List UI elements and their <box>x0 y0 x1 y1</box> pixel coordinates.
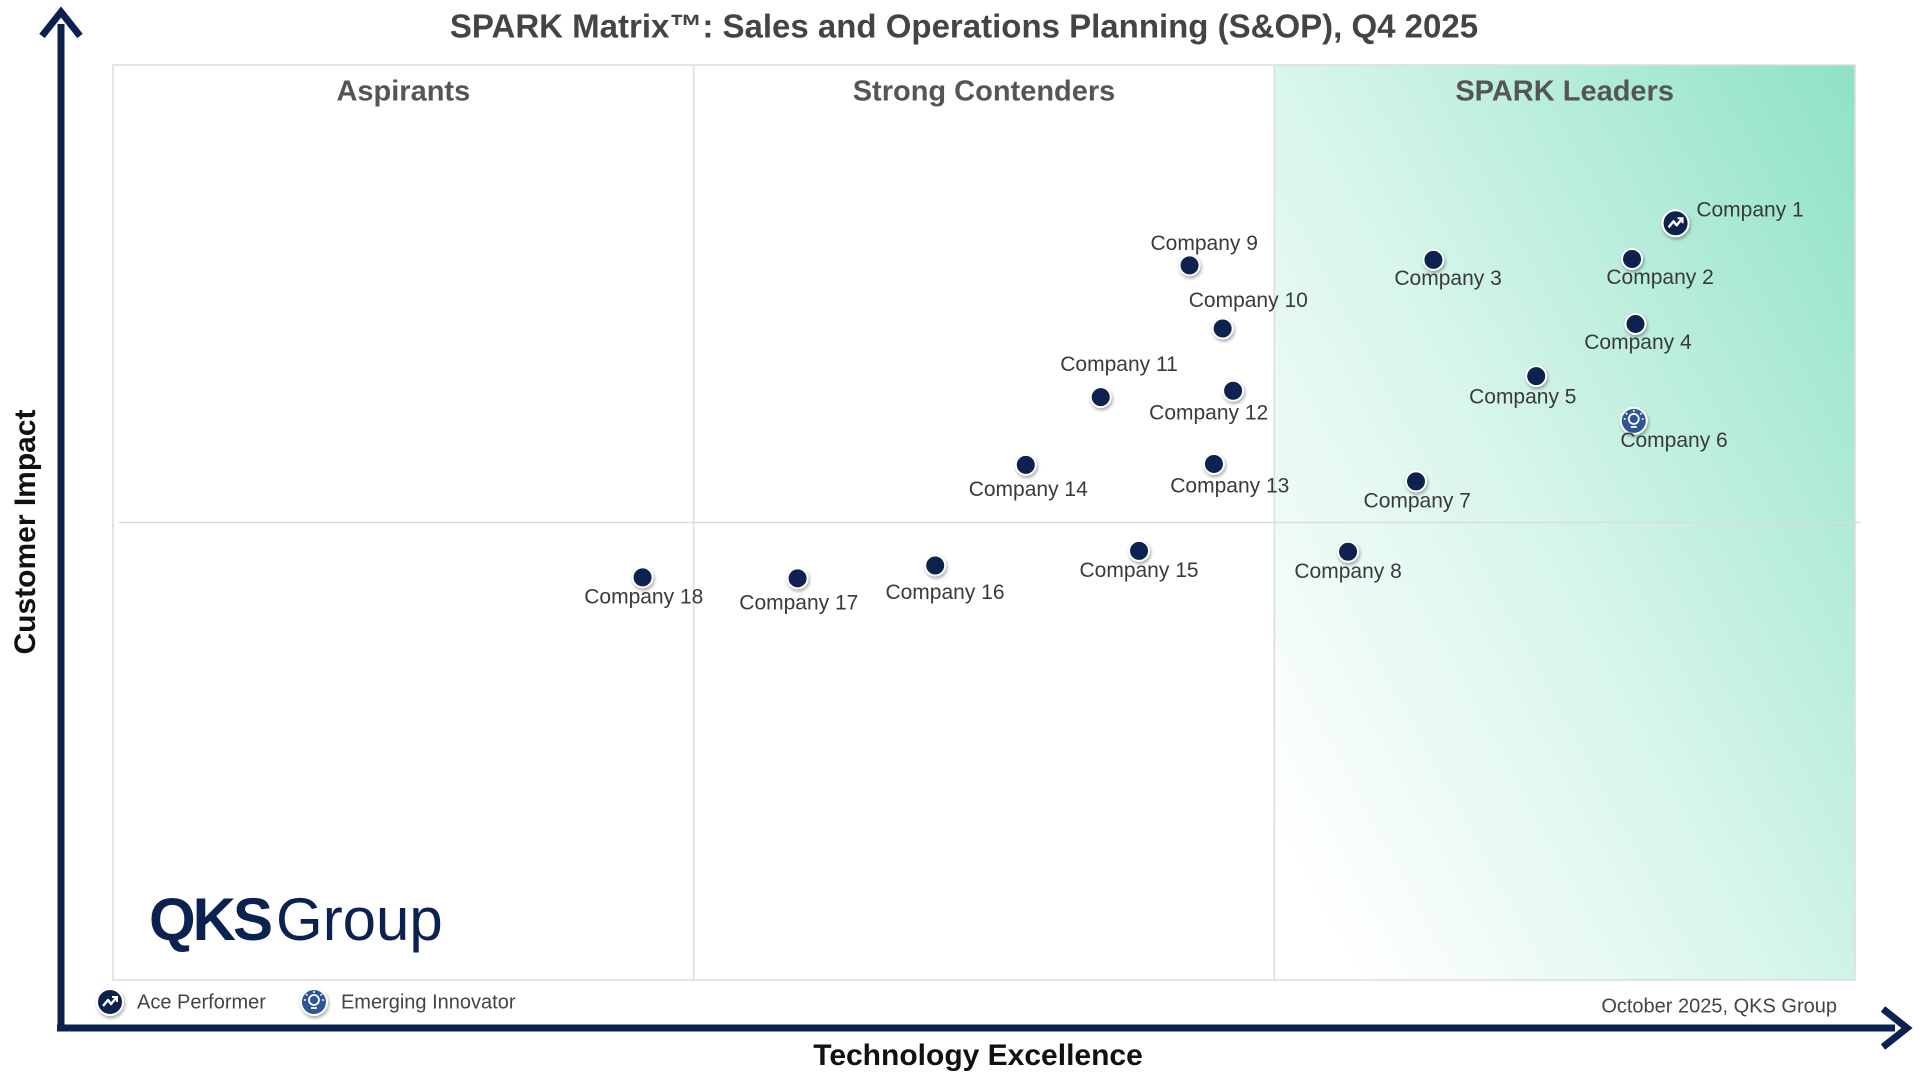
ace-marker <box>96 988 124 1016</box>
point-label: Company 14 <box>969 478 1088 501</box>
y-axis-arrow <box>39 6 83 39</box>
data-point <box>1621 247 1644 270</box>
plot-area: Aspirants Strong Contenders SPARK Leaders C… <box>112 64 1861 981</box>
ace-icon-tip <box>1677 217 1684 224</box>
point-label: Company 12 <box>1149 401 1268 424</box>
bulb <box>1627 413 1640 425</box>
chart-title: SPARK Matrix™: Sales and Operations Plan… <box>450 8 1478 45</box>
point-label: Company 8 <box>1294 560 1401 583</box>
legend-label: Emerging Innovator <box>341 991 516 1013</box>
innovator-marker <box>1619 406 1648 435</box>
ace-icon-tip <box>112 996 118 1002</box>
logo: QKS Group <box>149 886 443 953</box>
data-point <box>1202 452 1225 475</box>
y-axis-label: Customer Impact <box>9 409 42 654</box>
point-dot <box>1211 317 1234 340</box>
point-label: Company 2 <box>1606 266 1713 289</box>
x-axis-label: Technology Excellence <box>813 1039 1143 1072</box>
point-dot <box>1422 248 1445 271</box>
point-dot <box>1178 254 1201 277</box>
bulb <box>308 994 320 1006</box>
data-point <box>1337 540 1360 563</box>
point-label: Company 10 <box>1189 289 1308 312</box>
bulb-ray <box>305 993 308 997</box>
data-point <box>1525 365 1548 388</box>
data-point <box>1222 379 1245 402</box>
point-dot <box>1202 452 1225 475</box>
point-label: Company 5 <box>1469 386 1576 409</box>
bulb-ray <box>1625 412 1628 415</box>
data-point <box>631 566 654 589</box>
point-dot <box>1525 365 1548 388</box>
point-label: Company 9 <box>1151 232 1258 255</box>
point-label: Company 13 <box>1170 475 1289 498</box>
data-point <box>1422 248 1445 271</box>
data-point <box>1089 386 1112 409</box>
point-dot <box>1405 470 1428 493</box>
source-note: October 2025, QKS Group <box>1601 995 1837 1017</box>
data-point <box>1624 312 1647 335</box>
bulb-ray <box>319 993 323 997</box>
point-label: Company 16 <box>885 581 1004 604</box>
point-label: Company 11 <box>1060 353 1178 376</box>
x-axis-arrow <box>1880 1006 1913 1050</box>
point-label: Company 18 <box>584 586 703 609</box>
data-point <box>1211 317 1234 340</box>
point-dot <box>1089 386 1112 409</box>
point-dot <box>1624 312 1647 335</box>
data-point <box>1014 453 1037 476</box>
quadrant-label: Aspirants <box>336 76 470 108</box>
point-label: Company 15 <box>1079 559 1198 582</box>
innovator-marker <box>299 988 328 1016</box>
point-dot <box>786 567 809 590</box>
point-dot <box>1128 539 1151 562</box>
ace-icon <box>1667 218 1683 229</box>
point-label: Company 1 <box>1696 199 1803 222</box>
point-dot <box>924 554 947 577</box>
data-point <box>1128 539 1151 562</box>
data-point <box>924 554 947 577</box>
point-label: Company 3 <box>1394 267 1501 290</box>
point-dot <box>1222 379 1245 402</box>
point-dot <box>1621 247 1644 270</box>
point-label: Company 4 <box>1584 331 1692 354</box>
point-label: Company 6 <box>1620 429 1727 452</box>
data-point <box>1405 470 1428 493</box>
data-point <box>786 567 809 590</box>
point-label: Company 7 <box>1364 490 1471 513</box>
quadrant-label: Strong Contenders <box>853 76 1116 108</box>
logo-light: Group <box>276 886 443 953</box>
point-dot <box>1014 453 1037 476</box>
quadrant-label: SPARK Leaders <box>1455 76 1674 108</box>
legend-label: Ace Performer <box>137 991 266 1013</box>
bulb-ray <box>1639 412 1643 415</box>
ace-marker <box>1661 209 1690 238</box>
point-label: Company 17 <box>739 591 858 614</box>
logo-bold: QKS <box>149 886 271 953</box>
point-dot <box>1337 540 1360 563</box>
point-dot <box>631 566 654 589</box>
legend: Ace Performer Emerging Innovator <box>96 988 516 1016</box>
data-point <box>1178 254 1201 277</box>
ace-icon <box>102 997 117 1007</box>
